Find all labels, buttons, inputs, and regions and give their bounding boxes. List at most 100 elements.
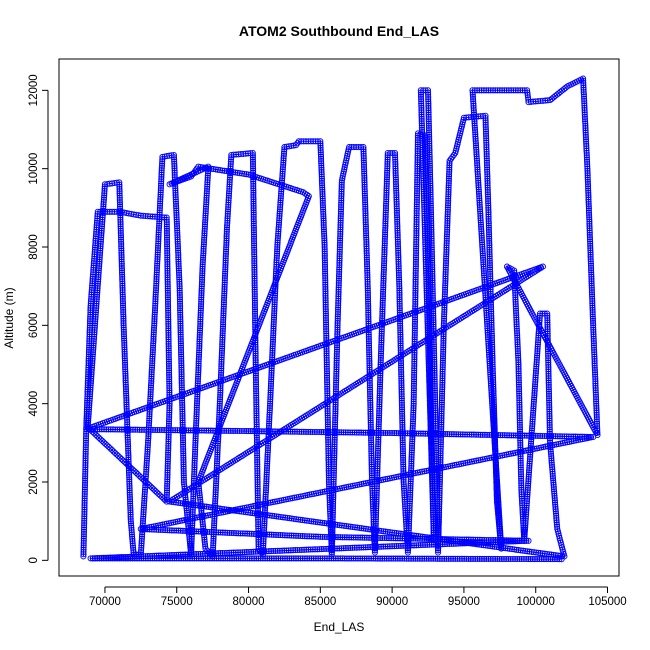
data-point: [198, 289, 205, 297]
data-point: [383, 196, 390, 203]
data-point: [333, 379, 340, 386]
data-point: [125, 456, 132, 463]
data-point: [263, 478, 270, 485]
data-point: [193, 404, 200, 411]
data-point: [376, 401, 383, 408]
data-point: [329, 505, 337, 512]
data-point: [427, 175, 434, 183]
data-point: [254, 456, 261, 463]
data-point: [270, 316, 277, 323]
data-point: [324, 412, 331, 419]
data-point: [250, 169, 257, 176]
data-point: [395, 245, 402, 252]
data-point: [165, 336, 172, 343]
data-point: [102, 440, 109, 447]
data-point: [117, 218, 124, 226]
data-point: [153, 267, 160, 274]
data-point: [377, 352, 384, 359]
data-point: [332, 383, 340, 391]
data-point: [372, 520, 379, 527]
data-point: [263, 469, 270, 476]
data-point: [171, 167, 178, 174]
data-point: [219, 332, 226, 339]
data-point: [173, 216, 180, 223]
data-point: [319, 195, 326, 202]
data-point: [435, 547, 442, 554]
data-point: [272, 285, 279, 292]
data-point: [396, 300, 403, 307]
data-point: [408, 442, 416, 449]
data-point: [412, 261, 419, 268]
data-point: [253, 408, 260, 415]
data-point: [227, 160, 234, 168]
data-point: [87, 302, 94, 309]
data-point: [430, 323, 437, 330]
data-point: [432, 413, 439, 421]
data-point: [368, 459, 375, 466]
data-point: [429, 272, 436, 280]
data-point: [331, 439, 338, 446]
data-point: [406, 518, 413, 525]
data-point: [333, 357, 340, 364]
data-point: [251, 253, 258, 260]
data-point: [220, 297, 228, 304]
data-point: [436, 498, 443, 505]
data-point: [395, 247, 402, 254]
data-point: [364, 287, 371, 294]
data-point: [164, 278, 171, 285]
data-point: [393, 194, 400, 201]
data-point: [204, 181, 211, 188]
data-point: [431, 358, 438, 365]
data-point: [360, 148, 367, 155]
data-point: [226, 188, 233, 195]
data-point: [413, 247, 420, 254]
data-point: [368, 456, 375, 464]
data-point: [127, 515, 134, 523]
data-point: [437, 441, 444, 448]
data-point: [177, 313, 184, 321]
data-point: [394, 227, 401, 234]
data-point: [268, 376, 275, 383]
data-point: [397, 331, 404, 338]
data-point: [124, 434, 131, 441]
data-point: [330, 465, 338, 472]
data-point: [400, 481, 407, 488]
data-point: [143, 455, 151, 462]
data-point: [321, 237, 328, 244]
data-point: [321, 232, 328, 240]
data-point: [418, 109, 425, 116]
data-point: [439, 364, 446, 371]
data-point: [188, 540, 195, 547]
data-point: [119, 273, 126, 280]
data-point: [318, 175, 325, 182]
data-point: [323, 354, 330, 361]
data-point: [396, 296, 403, 303]
data-point: [319, 182, 326, 189]
data-point: [360, 155, 367, 162]
data-point: [381, 238, 388, 245]
data-point: [442, 262, 449, 269]
data-point: [410, 407, 417, 414]
data-point: [412, 296, 419, 303]
data-point: [147, 382, 155, 389]
data-point: [85, 417, 92, 424]
data-point: [107, 445, 114, 452]
data-point: [420, 192, 427, 199]
data-point: [412, 300, 419, 308]
data-point: [124, 432, 131, 439]
data-point: [123, 401, 130, 408]
data-point: [129, 542, 136, 549]
data-point: [270, 334, 277, 341]
data-point: [199, 274, 206, 281]
data-point: [413, 241, 420, 248]
data-point: [179, 406, 186, 413]
data-point: [88, 368, 95, 376]
data-point: [335, 302, 342, 309]
data-point: [380, 284, 387, 291]
data-point: [323, 359, 330, 366]
data-point: [425, 346, 432, 353]
data-point: [201, 538, 208, 545]
data-point: [426, 162, 433, 169]
data-point: [202, 205, 209, 212]
data-point: [335, 286, 342, 293]
